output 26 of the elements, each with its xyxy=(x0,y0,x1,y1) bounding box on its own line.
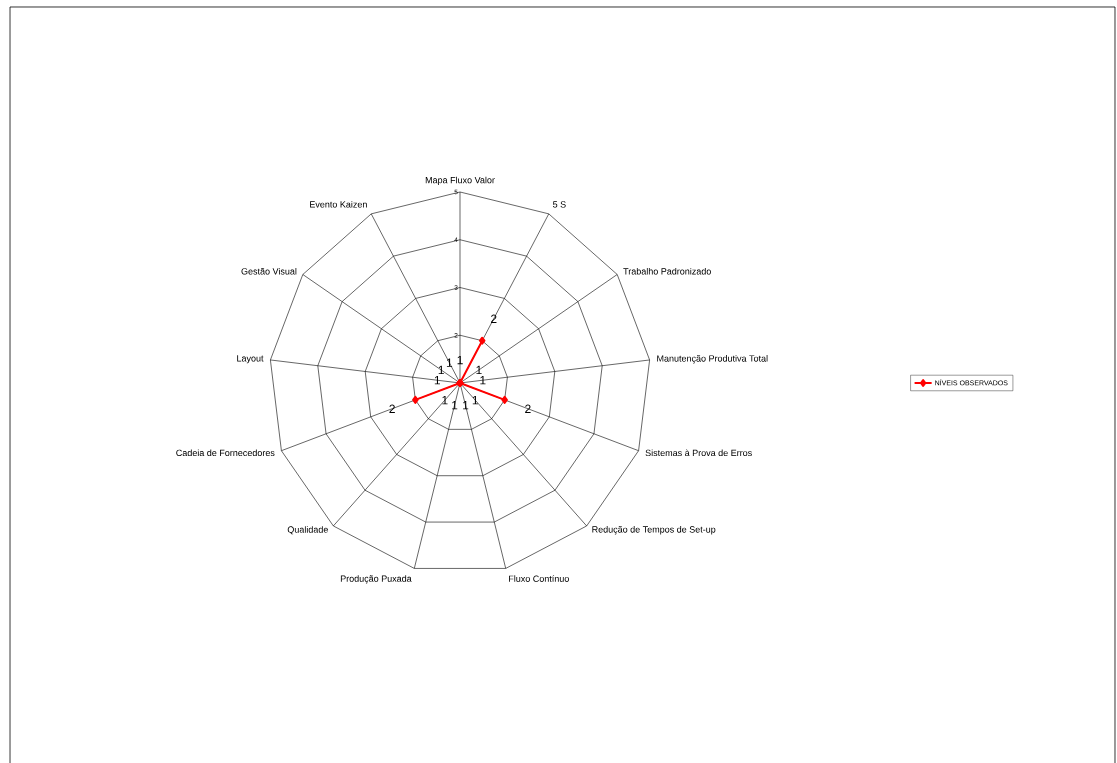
spoke-label: Layout xyxy=(237,355,264,364)
data-label: 2 xyxy=(525,404,531,413)
data-label: 2 xyxy=(490,314,497,323)
spoke-label: Fluxo Contínuo xyxy=(509,575,569,582)
data-label: 1 xyxy=(442,396,448,405)
spoke-label: Sistemas à Prova de Erros xyxy=(645,449,752,457)
spoke-label: Trabalho Padronizado xyxy=(623,267,711,275)
data-label: 2 xyxy=(389,404,395,413)
data-label: 1 xyxy=(452,401,458,410)
data-label: 1 xyxy=(472,396,478,405)
spoke-label: Gestão Visual xyxy=(241,267,297,275)
data-label: 1 xyxy=(438,365,444,375)
data-label: 1 xyxy=(457,355,463,365)
spoke-label: Cadeia de Fornecedores xyxy=(176,449,275,457)
spoke-label: 5 S xyxy=(552,201,566,208)
data-label: 1 xyxy=(463,401,469,410)
spoke-label: Mapa Fluxo Valor xyxy=(425,176,495,186)
spoke-label: Redução de Tempos de Set-up xyxy=(592,526,716,535)
data-label: 1 xyxy=(476,365,482,375)
spoke-label: Produção Puxada xyxy=(340,575,412,584)
spoke-label: Evento Kaizen xyxy=(310,200,367,208)
data-label: 1 xyxy=(446,358,453,367)
spoke-label: Qualidade xyxy=(287,526,328,535)
data-label: 1 xyxy=(480,376,486,385)
spoke-label: Manutenção Produtiva Total xyxy=(657,355,768,364)
data-label: 1 xyxy=(434,376,440,385)
